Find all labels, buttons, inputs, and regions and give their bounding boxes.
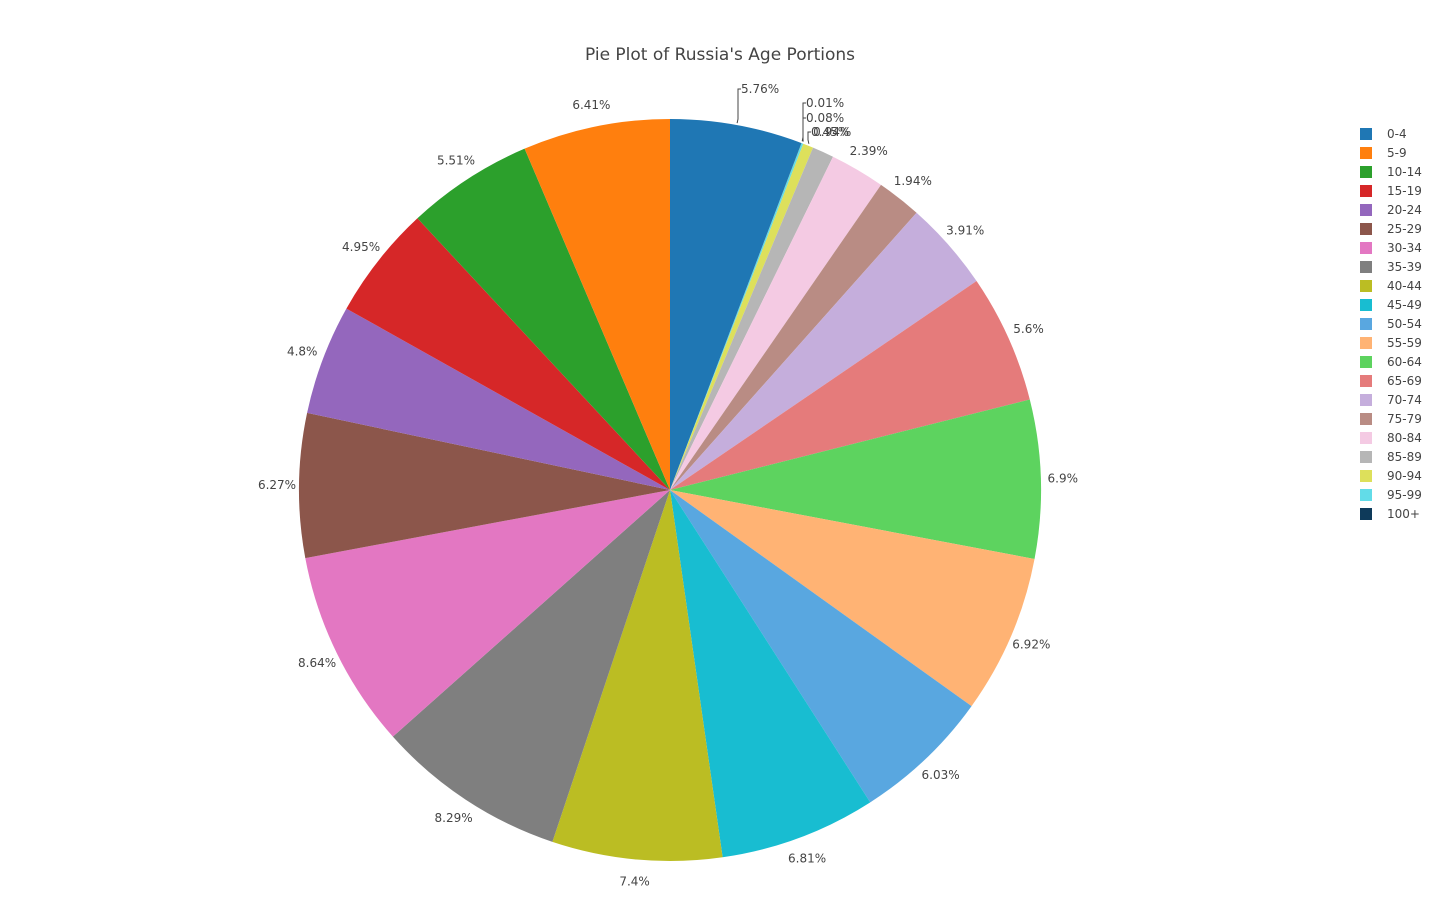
legend-label-90-94[interactable]: 90-94: [1387, 469, 1422, 483]
pie-slice-60-64: [670, 490, 871, 858]
slice-label-65-69: 7.4%: [619, 874, 650, 888]
slice-label-100-plus: 6.41%: [572, 98, 610, 112]
legend-label-40-44[interactable]: 40-44: [1387, 279, 1422, 293]
slice-labels: 5.76% 0.01%0.08%0.45%0.94% 2.39% 1.94% 3.91%…: [258, 82, 1078, 888]
legend-swatch-70-74[interactable]: [1360, 394, 1372, 406]
pie-slice-40-44: [670, 281, 1030, 490]
legend-swatch-50-54[interactable]: [1360, 318, 1372, 330]
legend-label-25-29[interactable]: 25-29: [1387, 222, 1422, 236]
legend-label-65-69[interactable]: 65-69: [1387, 374, 1422, 388]
pie-slice-50-54: [670, 490, 1035, 707]
legend-swatch-60-64[interactable]: [1360, 356, 1372, 368]
pie-slice-25-29: [670, 156, 882, 490]
legend-label-70-74[interactable]: 70-74: [1387, 393, 1422, 407]
leader-line-15-19: [807, 131, 811, 144]
slice-label-95-99: 5.51%: [437, 153, 475, 167]
legend-swatch-100-plus[interactable]: [1360, 508, 1372, 520]
pie-slice-80-84: [298, 412, 670, 559]
legend-label-100-plus[interactable]: 100+: [1387, 507, 1420, 521]
legend-label-85-89[interactable]: 85-89: [1387, 450, 1422, 464]
legend-swatch-20-24[interactable]: [1360, 204, 1372, 216]
legend-swatch-40-44[interactable]: [1360, 280, 1372, 292]
slice-label-5-9: 0.01%: [806, 96, 844, 110]
slice-label-75-79: 8.64%: [298, 656, 336, 670]
legend-swatch-85-89[interactable]: [1360, 451, 1372, 463]
legend-swatch-55-59[interactable]: [1360, 337, 1372, 349]
legend-swatch-90-94[interactable]: [1360, 470, 1372, 482]
legend-swatch-0-4[interactable]: [1360, 128, 1372, 140]
leader-line-0-4: [736, 88, 741, 124]
legend-label-15-19[interactable]: 15-19: [1387, 184, 1422, 198]
pie-slice-15-19: [670, 143, 814, 490]
legend-label-35-39[interactable]: 35-39: [1387, 260, 1422, 274]
label-leader-lines: [736, 88, 811, 144]
slice-label-10-14: 0.08%: [806, 111, 844, 125]
legend-label-95-99[interactable]: 95-99: [1387, 488, 1422, 502]
legend-label-30-34[interactable]: 30-34: [1387, 241, 1422, 255]
legend-swatch-10-14[interactable]: [1360, 166, 1372, 178]
legend-swatch-95-99[interactable]: [1360, 489, 1372, 501]
legend-swatch-65-69[interactable]: [1360, 375, 1372, 387]
slice-label-85-89: 4.8%: [287, 345, 318, 359]
slice-label-35-39: 3.91%: [946, 224, 984, 238]
legend-label-0-4[interactable]: 0-4: [1387, 127, 1407, 141]
pie-slice-85-89: [307, 308, 670, 490]
leader-line-10-14: [802, 117, 806, 142]
slice-label-0-4: 5.76%: [741, 82, 779, 96]
pie-slice-70-74: [392, 490, 670, 842]
pie-slices: [298, 119, 1042, 861]
legend-swatch-30-34[interactable]: [1360, 242, 1372, 254]
pie-slice-30-34: [670, 184, 917, 490]
legend-label-55-59[interactable]: 55-59: [1387, 336, 1422, 350]
legend-label-45-49[interactable]: 45-49: [1387, 298, 1422, 312]
slice-label-20-24: 0.94%: [813, 125, 851, 139]
pie-slice-95-99: [417, 148, 670, 490]
legend-label-20-24[interactable]: 20-24: [1387, 203, 1422, 217]
legend-label-5-9[interactable]: 5-9: [1387, 146, 1407, 160]
pie-slice-45-49: [670, 399, 1042, 559]
chart-title: Pie Plot of Russia's Age Portions: [585, 45, 855, 65]
legend-label-50-54[interactable]: 50-54: [1387, 317, 1422, 331]
pie-slice-55-59: [670, 490, 972, 803]
legend-swatch-15-19[interactable]: [1360, 185, 1372, 197]
pie-slice-5-9: [670, 143, 802, 490]
slice-label-80-84: 6.27%: [258, 478, 296, 492]
legend-swatch-45-49[interactable]: [1360, 299, 1372, 311]
pie-slice-20-24: [670, 147, 833, 490]
slice-label-70-74: 8.29%: [435, 811, 473, 825]
legend-label-60-64[interactable]: 60-64: [1387, 355, 1422, 369]
slice-label-25-29: 2.39%: [850, 144, 888, 158]
legend-label-80-84[interactable]: 80-84: [1387, 431, 1422, 445]
slice-label-60-64: 6.81%: [788, 851, 826, 865]
pie-slice-100-plus: [524, 119, 670, 490]
legend-swatch-25-29[interactable]: [1360, 223, 1372, 235]
pie-slice-0-4: [670, 119, 802, 490]
legend-swatch-80-84[interactable]: [1360, 432, 1372, 444]
pie-slice-90-94: [346, 218, 670, 490]
legend-label-75-79[interactable]: 75-79: [1387, 412, 1422, 426]
pie-slice-35-39: [670, 212, 977, 490]
pie-slice-75-79: [305, 490, 670, 737]
slice-label-50-54: 6.92%: [1012, 638, 1050, 652]
legend-label-10-14[interactable]: 10-14: [1387, 165, 1422, 179]
slice-label-30-34: 1.94%: [894, 174, 932, 188]
pie-slice-65-69: [552, 490, 723, 861]
legend-swatch-5-9[interactable]: [1360, 147, 1372, 159]
slice-label-45-49: 6.9%: [1048, 471, 1079, 485]
legend: 0-4 5-9 10-14 15-19 20-24 25-29 30-34 35-39 40-4…: [1360, 127, 1422, 521]
pie-slice-10-14: [670, 143, 804, 491]
slice-label-40-44: 5.6%: [1013, 322, 1044, 336]
legend-swatch-75-79[interactable]: [1360, 413, 1372, 425]
slice-label-90-94: 4.95%: [342, 240, 380, 254]
slice-label-15-19: 0.45%: [811, 125, 849, 139]
legend-swatch-35-39[interactable]: [1360, 261, 1372, 273]
slice-label-55-59: 6.03%: [922, 768, 960, 782]
